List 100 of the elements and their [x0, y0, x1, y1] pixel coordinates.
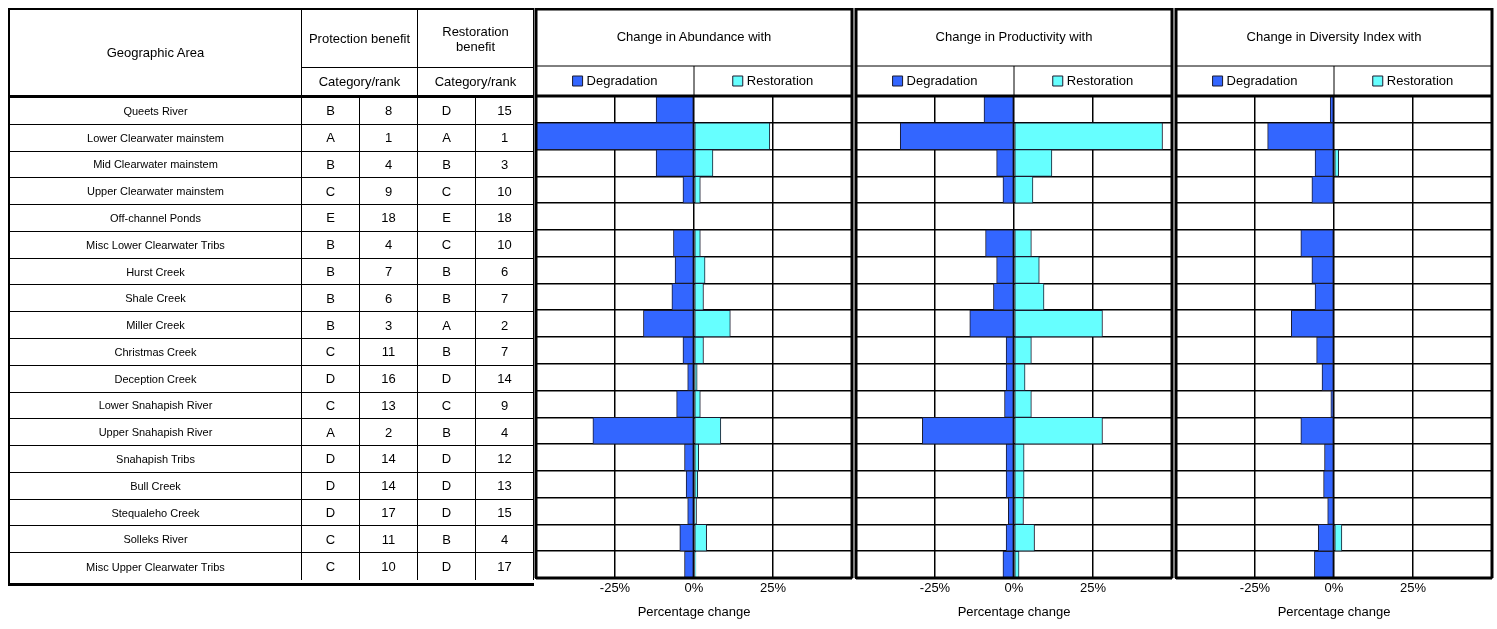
text: 2	[384, 424, 393, 440]
text: 1	[500, 130, 509, 146]
text: 14	[381, 478, 396, 494]
text: 17	[381, 505, 396, 521]
legend-label: Degradation	[1226, 72, 1298, 88]
text: B	[442, 290, 451, 306]
text: 14	[381, 451, 396, 467]
y-tick-label: Upper Snahapish River	[10, 419, 302, 447]
chart-title: Change in Productivity with	[935, 28, 1093, 44]
y-tick-label: Upper Clearwater mainstem	[10, 178, 302, 206]
text: C	[325, 397, 336, 413]
text: 11	[381, 344, 396, 360]
text: D	[325, 478, 336, 494]
text: 15	[497, 505, 512, 521]
text: B	[326, 156, 335, 172]
text: D	[325, 371, 336, 387]
legend-label: Restoration	[1386, 72, 1454, 88]
text: E	[442, 210, 451, 226]
text: A	[326, 130, 335, 146]
y-tick-label: Hurst Creek	[10, 258, 302, 286]
text: 3	[500, 156, 509, 172]
x-axis-title: Percentage change	[637, 603, 751, 619]
text: 8	[384, 103, 393, 119]
text: 13	[497, 478, 512, 494]
text: A	[442, 317, 451, 333]
text: 18	[381, 210, 396, 226]
y-tick-label: Misc Lower Clearwater Tribs	[10, 231, 302, 259]
chart-title: Change in Abundance with	[616, 28, 772, 44]
text: Category/rank	[302, 68, 418, 98]
y-tick-label: Snahapish Tribs	[10, 446, 302, 473]
text: D	[441, 478, 452, 494]
legend-label: Degradation	[586, 72, 658, 88]
text: D	[441, 371, 452, 387]
text: D	[441, 505, 452, 521]
text: 15	[497, 103, 512, 119]
y-tick-label: Stequaleho Creek	[10, 499, 302, 527]
x-tick-label: 0%	[684, 580, 704, 596]
y-tick-label: Bull Creek	[10, 472, 302, 500]
text: B	[326, 317, 335, 333]
x-tick-label: -25%	[599, 580, 631, 596]
text: 10	[497, 237, 512, 253]
x-tick-label: -25%	[919, 580, 951, 596]
text: B	[326, 237, 335, 253]
text: C	[325, 344, 336, 360]
text: 2	[500, 317, 509, 333]
text: E	[326, 210, 335, 226]
text: 7	[384, 264, 393, 280]
text: 14	[497, 371, 512, 387]
text: 6	[384, 290, 393, 306]
x-tick-label: 25%	[1399, 580, 1427, 596]
text: 7	[500, 344, 509, 360]
y-tick-label: Christmas Creek	[10, 339, 302, 366]
legend-label: Degradation	[906, 72, 978, 88]
y-tick-label: Lower Snahapish River	[10, 392, 302, 420]
text: B	[326, 264, 335, 280]
text: 7	[500, 290, 509, 306]
text: 3	[384, 317, 393, 333]
x-axis-title: Percentage change	[1277, 603, 1391, 619]
text: C	[325, 183, 336, 199]
text: 4	[384, 156, 393, 172]
text: B	[326, 103, 335, 119]
text: 6	[500, 264, 509, 280]
text: B	[442, 531, 451, 547]
y-axis-title: Geographic Area	[10, 10, 302, 98]
text: 17	[497, 559, 512, 575]
text: C	[441, 237, 452, 253]
x-tick-label: 25%	[1079, 580, 1107, 596]
text: B	[442, 156, 451, 172]
text: B	[442, 264, 451, 280]
text: 11	[381, 531, 396, 547]
text: D	[441, 451, 452, 467]
y-tick-label: Deception Creek	[10, 365, 302, 393]
text: 13	[381, 397, 396, 413]
text: Category/rank	[418, 68, 534, 98]
text: Protection benefit	[302, 10, 418, 68]
text: 9	[500, 397, 509, 413]
text: C	[441, 183, 452, 199]
y-tick-label: Mid Clearwater mainstem	[10, 151, 302, 179]
x-tick-label: -25%	[1239, 580, 1271, 596]
text: B	[442, 344, 451, 360]
legend-label: Restoration	[1066, 72, 1134, 88]
text: C	[325, 559, 336, 575]
text: D	[325, 505, 336, 521]
text: Restoration benefit	[418, 10, 534, 68]
y-tick-label: Shale Creek	[10, 285, 302, 313]
text: 4	[500, 424, 509, 440]
x-tick-label: 0%	[1324, 580, 1344, 596]
x-tick-label: 0%	[1004, 580, 1024, 596]
text: 4	[384, 237, 393, 253]
legend-label: Restoration	[746, 72, 814, 88]
text: D	[441, 103, 452, 119]
text: C	[441, 397, 452, 413]
chart-title: Change in Diversity Index with	[1246, 28, 1422, 44]
text: 4	[500, 531, 509, 547]
y-tick-label: Off-channel Ponds	[10, 205, 302, 232]
x-axis-title: Percentage change	[957, 603, 1071, 619]
text: A	[326, 424, 335, 440]
x-tick-label: 25%	[759, 580, 787, 596]
text: 1	[384, 130, 393, 146]
text: B	[442, 424, 451, 440]
